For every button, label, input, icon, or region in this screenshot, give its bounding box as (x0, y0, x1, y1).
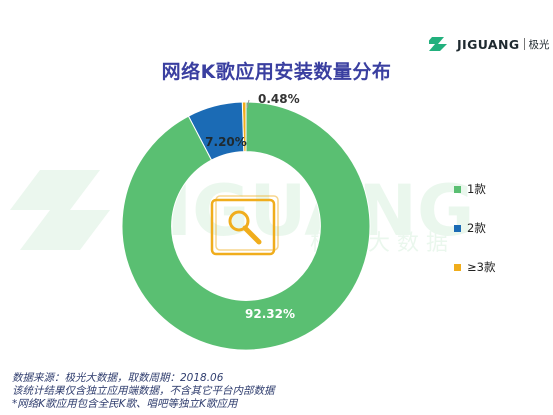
microphone-icon (210, 195, 279, 256)
scope-note: 该统计结果仅含独立应用端数据，不含其它平台内部数据 (12, 385, 275, 397)
legend-swatch (454, 224, 461, 232)
legend-label: 2款 (467, 221, 486, 235)
slices-group (121, 101, 371, 351)
chart-title: 网络K歌应用安装数量分布 (161, 61, 392, 83)
definition-note: *网络K歌应用包含全民K歌、唱吧等独立K歌应用 (12, 398, 238, 410)
watermark-text: JIGUANG (136, 170, 474, 252)
labels-group: 92.32% 7.20% 0.48% (205, 92, 299, 321)
legend: 1款 2款 ≥3款 (454, 182, 495, 299)
jiguang-logo-icon (429, 37, 447, 51)
slice-1 (121, 101, 371, 351)
source-note: 数据来源：极光大数据，取数周期：2018.06 (12, 372, 224, 384)
legend-label: ≥3款 (467, 260, 496, 274)
legend-label: 1款 (467, 182, 486, 196)
watermark-logo-icon (10, 170, 110, 250)
brand-logo: JIGUANG 极光 (429, 33, 550, 55)
logo-text: JIGUANG (457, 36, 520, 52)
logo-cn-text: 极光 (528, 38, 550, 51)
legend-item: 1款 (454, 182, 495, 196)
legend-item: 2款 (454, 221, 495, 235)
notes: 数据来源：极光大数据，取数周期：2018.06 该统计结果仅含独立应用端数据，不… (12, 372, 275, 411)
leader-line (246, 99, 250, 109)
data-label: 7.20% (205, 135, 247, 149)
legend-item: ≥3款 (454, 260, 495, 274)
data-label: 0.48% (258, 92, 300, 106)
legend-swatch (454, 185, 461, 193)
legend-swatch (454, 263, 461, 271)
data-label: 92.32% (245, 307, 295, 321)
logo-separator (523, 38, 525, 50)
